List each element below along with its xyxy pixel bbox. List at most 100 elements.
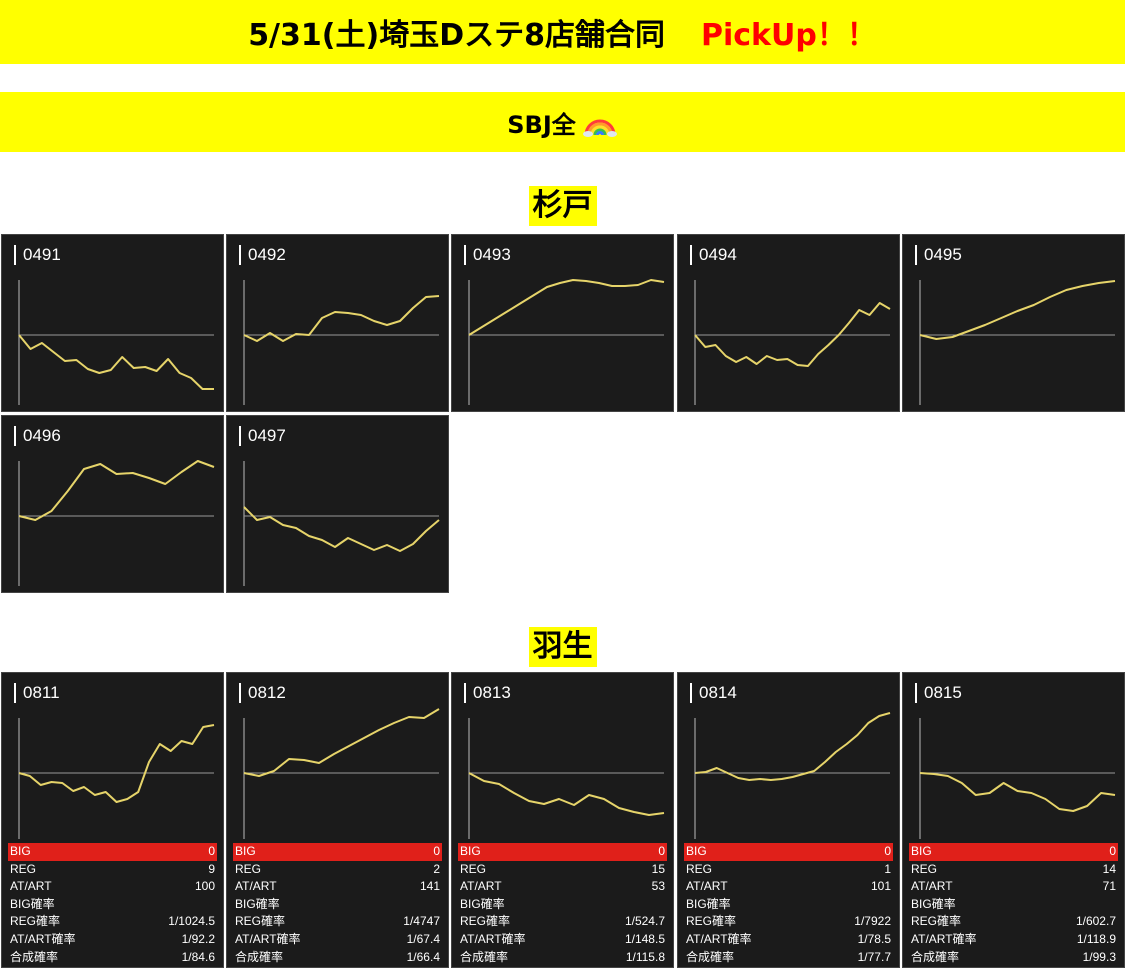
stat-value: 100 — [194, 879, 215, 894]
stat-row: AT/ART 71 — [909, 878, 1118, 896]
stat-value: 53 — [651, 879, 665, 894]
trend-line — [243, 295, 440, 342]
stat-value: 1/99.3 — [1082, 949, 1116, 964]
rainbow-icon — [582, 119, 617, 137]
machine-panel-0812: 0812 BIG 0 REG 2 AT/ART 141 BIG確率 REG確率 1/4747 AT/… — [226, 672, 449, 968]
stat-row: BIG確率 — [8, 896, 217, 914]
stat-row: BIG確率 — [458, 896, 667, 914]
store-label-sugito: 杉戸 — [0, 186, 1125, 226]
stat-value: 0 — [433, 844, 440, 858]
stat-row: BIG 0 — [8, 843, 217, 861]
stat-value: 1/92.2 — [181, 931, 215, 946]
stat-label: 合成確率 — [460, 949, 509, 964]
stat-row: REG確率 1/524.7 — [458, 913, 667, 931]
machine-number: 0492 — [239, 245, 286, 265]
stat-row: BIG 0 — [909, 843, 1118, 861]
trend-chart — [243, 280, 440, 405]
machine-panel-0494: 0494 — [677, 234, 900, 412]
stat-label: BIG確率 — [911, 896, 956, 911]
trend-line — [919, 772, 1116, 812]
stats-table: BIG 0 REG 1 AT/ART 101 BIG確率 REG確率 1/7922 AT/ART確… — [684, 843, 893, 966]
machine-number: 0815 — [915, 683, 962, 703]
stat-value: 1/84.6 — [181, 949, 215, 964]
stat-label: REG確率 — [10, 914, 61, 929]
stat-row: AT/ART 141 — [233, 878, 442, 896]
stat-row: BIG 0 — [233, 843, 442, 861]
stat-row: REG確率 1/1024.5 — [8, 913, 217, 931]
stat-label: AT/ART確率 — [235, 931, 301, 946]
stat-label: AT/ART — [911, 879, 953, 894]
stat-value: 1/1024.5 — [168, 914, 215, 929]
trend-chart — [18, 280, 214, 405]
stat-label: AT/ART確率 — [10, 931, 76, 946]
trend-chart — [18, 460, 215, 586]
stat-row: REG 15 — [458, 861, 667, 879]
stat-label: REG — [686, 861, 713, 876]
machine-panel-0495: 0495 — [902, 234, 1125, 412]
stat-value: 14 — [1102, 861, 1116, 876]
stat-value: 141 — [419, 879, 440, 894]
stat-value: 71 — [1102, 879, 1116, 894]
machine-panel-0814: 0814 BIG 0 REG 1 AT/ART 101 BIG確率 REG確率 1/7922 AT/… — [677, 672, 900, 968]
stat-value: 1/148.5 — [624, 931, 665, 946]
pickup-label: PickUp！！ — [700, 18, 877, 53]
trend-line — [694, 712, 891, 781]
stat-value: 1/115.8 — [625, 949, 665, 964]
stat-row: 合成確率 1/115.8 — [458, 949, 667, 967]
stat-label: AT/ART — [10, 879, 52, 894]
subtitle: SBJ全 — [507, 110, 576, 139]
machine-number: 0494 — [690, 245, 737, 265]
machine-panel-0491: 0491 — [1, 234, 224, 412]
store-label-hanyu: 羽生 — [0, 627, 1125, 667]
trend-chart — [468, 279, 665, 405]
stat-value: 1/67.4 — [406, 931, 440, 946]
trend-line — [919, 280, 1116, 340]
stat-label: BIG — [235, 844, 256, 858]
stat-label: BIG確率 — [10, 896, 55, 911]
stat-row: REG 14 — [909, 861, 1118, 879]
stat-label: BIG確率 — [686, 896, 731, 911]
trend-chart — [694, 712, 891, 839]
trend-line — [694, 302, 891, 367]
trend-line — [18, 460, 215, 521]
stat-value: 0 — [208, 844, 215, 858]
machine-number: 0812 — [239, 683, 286, 703]
stat-label: AT/ART — [460, 879, 502, 894]
stat-row: REG 2 — [233, 861, 442, 879]
stat-label: AT/ART確率 — [686, 931, 752, 946]
stat-row: 合成確率 1/99.3 — [909, 949, 1118, 967]
stat-row: AT/ART確率 1/148.5 — [458, 931, 667, 949]
stat-value: 1/118.9 — [1076, 931, 1116, 946]
stat-row: REG 9 — [8, 861, 217, 879]
stat-label: REG — [460, 861, 487, 876]
stat-label: 合成確率 — [10, 949, 59, 964]
stat-value: 1/602.7 — [1075, 914, 1116, 929]
stat-row: AT/ART 53 — [458, 878, 667, 896]
machine-number: 0497 — [239, 426, 286, 446]
stat-row: REG確率 1/4747 — [233, 913, 442, 931]
trend-chart — [243, 461, 440, 586]
stat-label: REG — [911, 861, 938, 876]
stat-label: BIG — [686, 844, 707, 858]
stat-row: BIG確率 — [684, 896, 893, 914]
machine-panel-0496: 0496 — [1, 415, 224, 593]
stat-value: 15 — [651, 861, 665, 876]
trend-chart — [468, 718, 665, 839]
stat-row: 合成確率 1/84.6 — [8, 949, 217, 967]
stat-value: 0 — [884, 844, 891, 858]
stat-value: 1/524.7 — [624, 914, 665, 929]
stat-label: 合成確率 — [911, 949, 960, 964]
stats-table: BIG 0 REG 15 AT/ART 53 BIG確率 REG確率 1/524.7 AT/ART… — [458, 843, 667, 966]
trend-line — [18, 334, 214, 390]
stat-row: AT/ART確率 1/92.2 — [8, 931, 217, 949]
stat-value: 1/4747 — [403, 914, 440, 929]
stat-row: BIG 0 — [458, 843, 667, 861]
stat-row: REG 1 — [684, 861, 893, 879]
stat-row: 合成確率 1/77.7 — [684, 949, 893, 967]
page-title: 5/31(土)埼玉Dステ8店舗合同 — [248, 18, 665, 53]
trend-line — [468, 772, 665, 816]
machine-panel-0497: 0497 — [226, 415, 449, 593]
stat-value: 1/77.7 — [857, 949, 891, 964]
stat-row: BIG確率 — [233, 896, 442, 914]
stat-label: REG確率 — [911, 914, 962, 929]
